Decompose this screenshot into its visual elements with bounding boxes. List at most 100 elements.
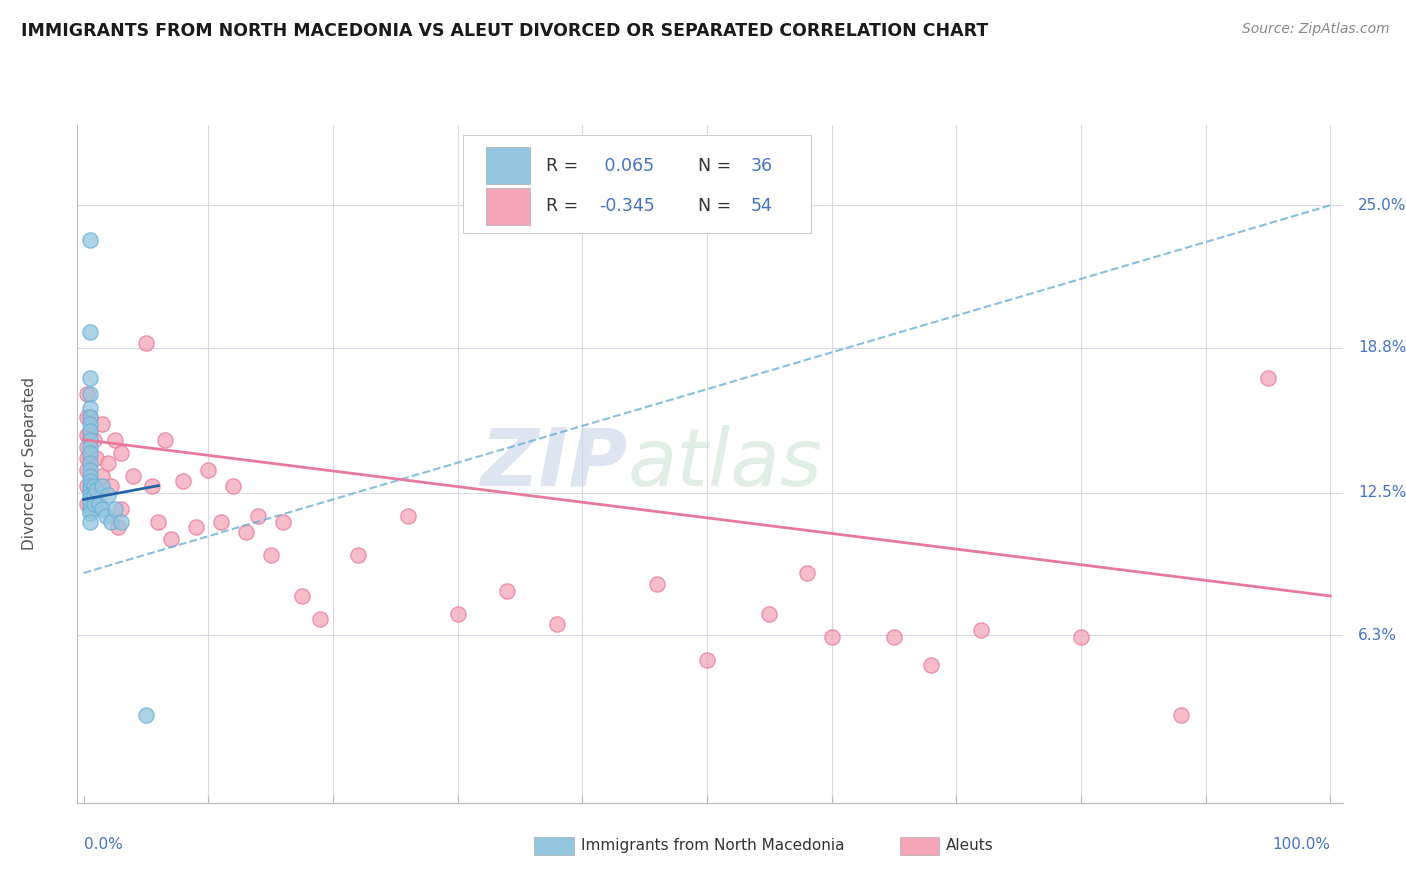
- Point: [79, 440, 101, 454]
- Point: [496, 584, 519, 599]
- Point: [79, 516, 101, 530]
- Point: [79, 488, 101, 502]
- Point: [104, 433, 127, 447]
- Point: [76, 451, 98, 466]
- Point: [259, 548, 281, 562]
- Point: [197, 462, 219, 476]
- Point: [79, 424, 101, 438]
- Point: [970, 624, 993, 638]
- Point: [76, 478, 98, 492]
- Point: [758, 607, 780, 622]
- Point: [91, 417, 114, 431]
- Point: [79, 462, 101, 476]
- Point: [110, 516, 132, 530]
- Point: [76, 440, 98, 454]
- Point: [396, 508, 419, 523]
- Point: [153, 433, 176, 447]
- Text: N =: N =: [688, 157, 737, 175]
- Point: [271, 516, 294, 530]
- Point: [100, 478, 122, 492]
- Point: [148, 516, 170, 530]
- Text: N =: N =: [688, 197, 737, 215]
- Point: [104, 501, 127, 516]
- Point: [76, 497, 98, 511]
- Text: Source: ZipAtlas.com: Source: ZipAtlas.com: [1241, 22, 1389, 37]
- Point: [546, 616, 568, 631]
- Point: [79, 233, 101, 247]
- Point: [645, 577, 668, 591]
- Point: [209, 516, 232, 530]
- Point: [79, 417, 101, 431]
- Point: [309, 612, 332, 626]
- Text: 18.8%: 18.8%: [1358, 340, 1406, 355]
- Point: [110, 501, 132, 516]
- Point: [76, 409, 98, 424]
- Point: [184, 520, 207, 534]
- Point: [79, 492, 101, 507]
- Text: 36: 36: [751, 157, 773, 175]
- Point: [91, 478, 114, 492]
- Point: [883, 631, 905, 645]
- Point: [79, 469, 101, 483]
- Text: 12.5%: 12.5%: [1358, 485, 1406, 500]
- Point: [79, 370, 101, 384]
- Point: [79, 446, 101, 460]
- Point: [87, 497, 110, 511]
- FancyBboxPatch shape: [464, 135, 811, 234]
- Point: [76, 462, 98, 476]
- Text: Aleuts: Aleuts: [946, 838, 994, 853]
- Text: -0.345: -0.345: [599, 197, 654, 215]
- Point: [79, 497, 101, 511]
- Point: [79, 409, 101, 424]
- Point: [79, 386, 101, 401]
- Point: [79, 506, 101, 520]
- Text: R =: R =: [546, 197, 583, 215]
- Point: [291, 589, 314, 603]
- Point: [920, 657, 942, 672]
- Point: [135, 708, 157, 723]
- Point: [79, 478, 101, 492]
- Point: [79, 433, 101, 447]
- Text: Divorced or Separated: Divorced or Separated: [21, 377, 37, 550]
- Text: 25.0%: 25.0%: [1358, 198, 1406, 213]
- Point: [696, 653, 718, 667]
- Point: [94, 508, 117, 523]
- Point: [235, 524, 257, 539]
- Text: ZIP: ZIP: [481, 425, 628, 503]
- Point: [97, 456, 120, 470]
- Point: [79, 501, 101, 516]
- Point: [796, 566, 818, 580]
- Point: [76, 428, 98, 442]
- Text: 6.3%: 6.3%: [1358, 628, 1398, 642]
- Point: [79, 428, 101, 442]
- Point: [446, 607, 468, 622]
- Point: [222, 478, 245, 492]
- Point: [1170, 708, 1192, 723]
- Point: [76, 386, 98, 401]
- Point: [820, 631, 842, 645]
- Point: [79, 401, 101, 415]
- Point: [172, 474, 194, 488]
- Point: [122, 469, 145, 483]
- Point: [160, 532, 183, 546]
- Point: [84, 451, 107, 466]
- Point: [135, 336, 157, 351]
- Point: [79, 456, 101, 470]
- Point: [97, 488, 120, 502]
- Point: [84, 483, 107, 498]
- Point: [79, 409, 101, 424]
- Point: [83, 478, 105, 492]
- Text: 54: 54: [751, 197, 772, 215]
- Text: 0.0%: 0.0%: [83, 838, 122, 852]
- Point: [79, 474, 101, 488]
- Point: [1257, 370, 1279, 384]
- Text: R =: R =: [546, 157, 583, 175]
- Point: [79, 483, 101, 498]
- Point: [83, 497, 105, 511]
- Point: [347, 548, 370, 562]
- Point: [83, 433, 105, 447]
- Point: [100, 516, 122, 530]
- Text: atlas: atlas: [628, 425, 823, 503]
- Point: [91, 469, 114, 483]
- Text: Immigrants from North Macedonia: Immigrants from North Macedonia: [581, 838, 844, 853]
